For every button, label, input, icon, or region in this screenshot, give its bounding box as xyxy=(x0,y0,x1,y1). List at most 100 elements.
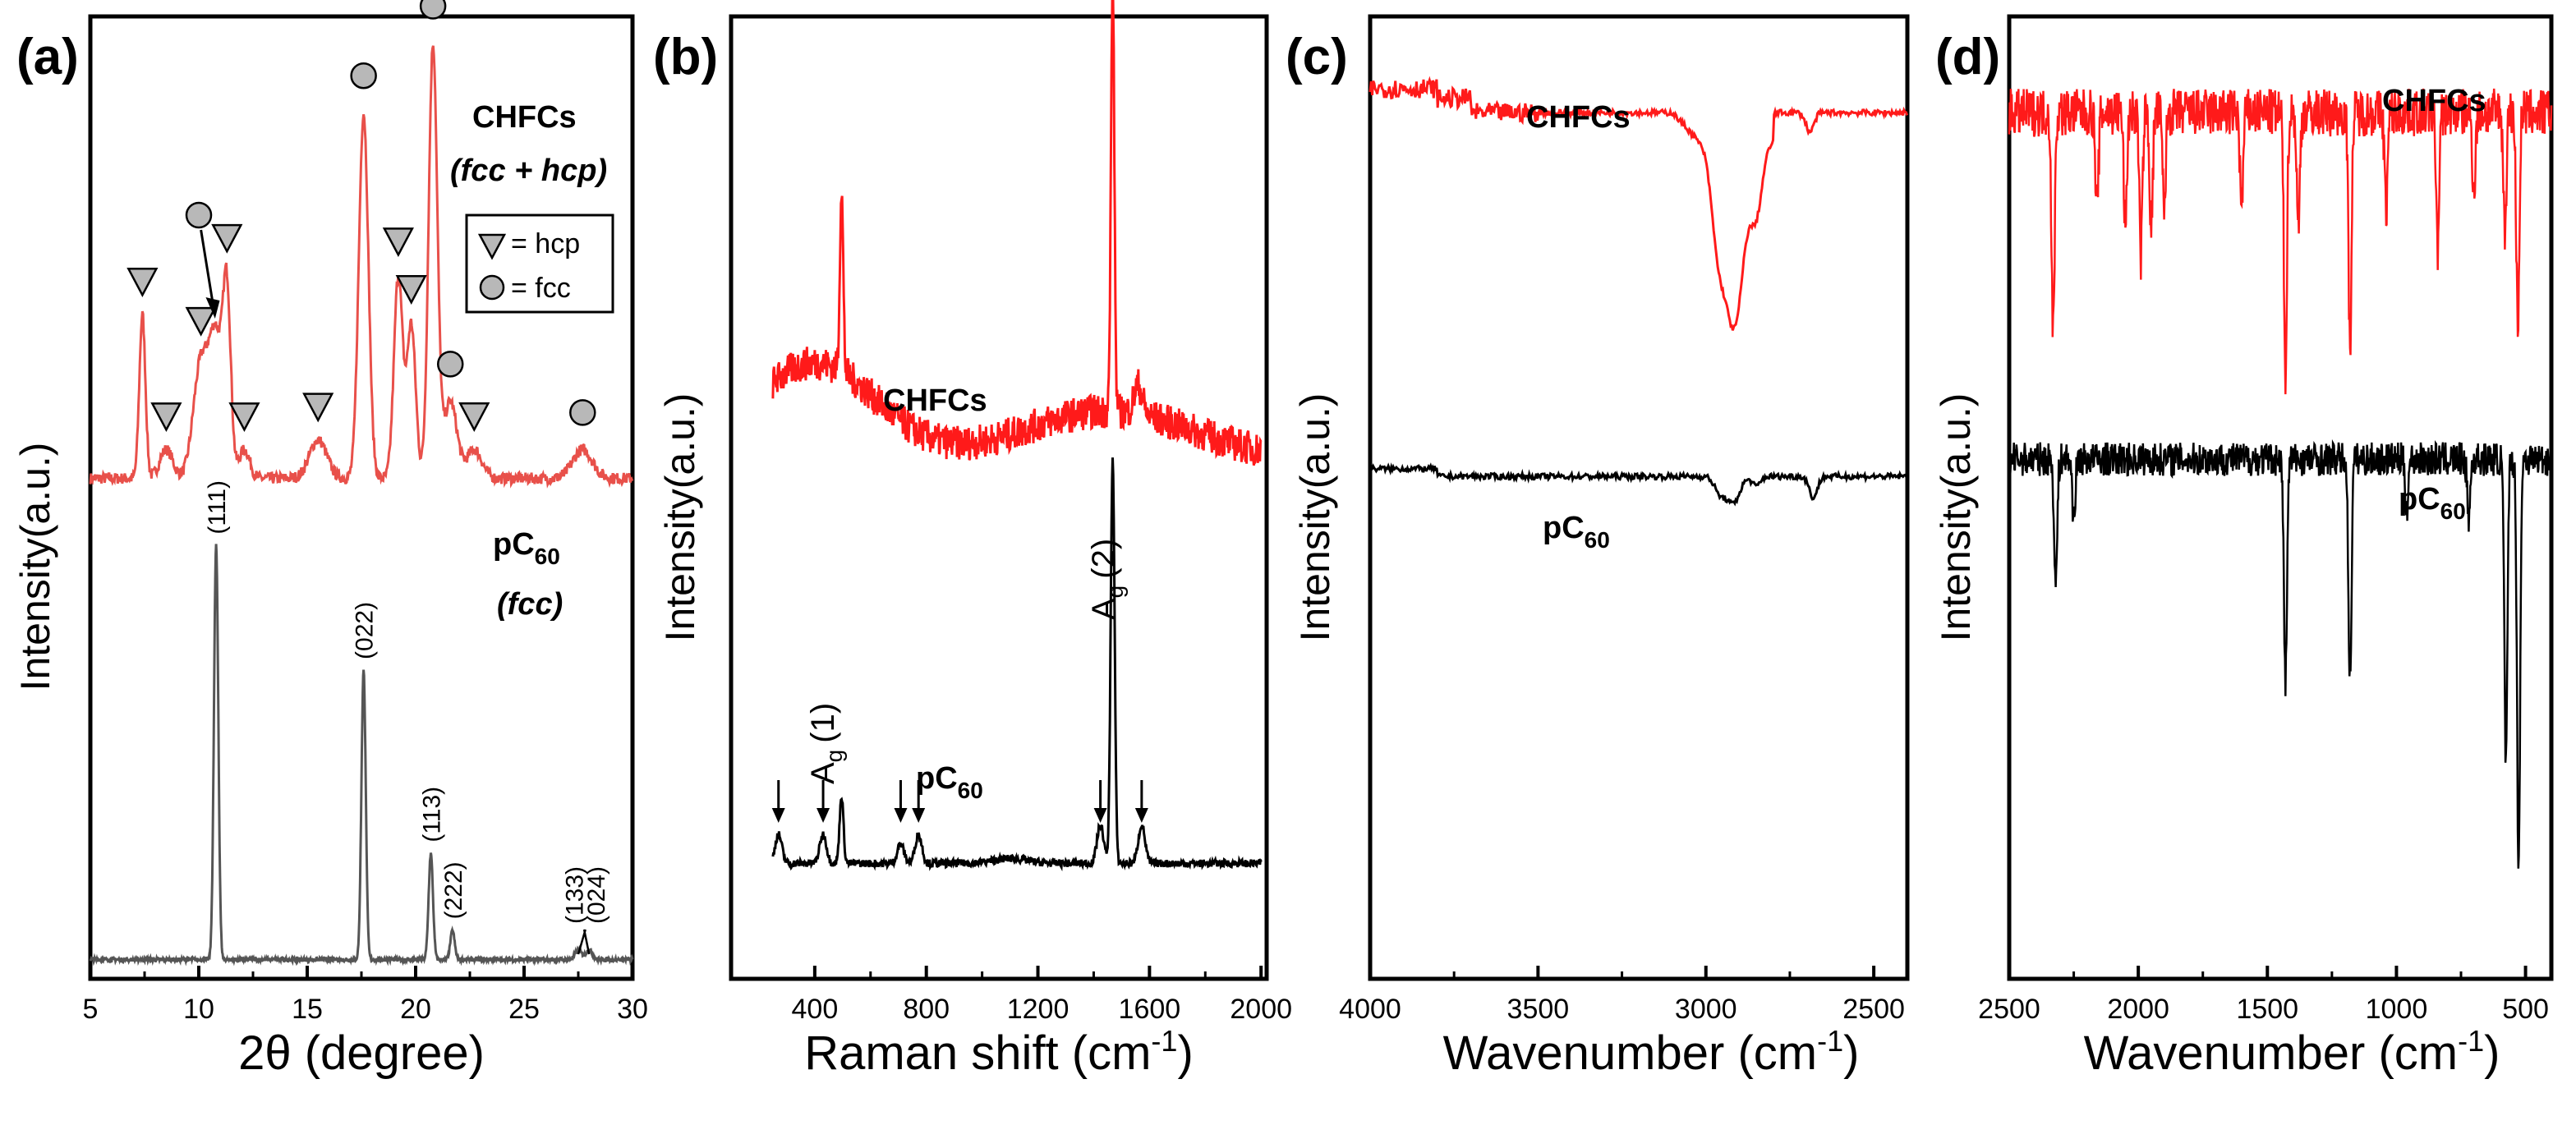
x-tick-label: 1000 xyxy=(2366,994,2428,1025)
panel-b-label-chfcs: CHFCs xyxy=(883,383,987,418)
panel-b: (b) Intensity(a.u.) 400 800 1200 1600 2000 R… xyxy=(653,0,1292,1080)
panel-c-xlabel: Wavenumber (cm-1) xyxy=(1443,1024,1860,1080)
panel-b-xlabel-sup: -1 xyxy=(1151,1024,1177,1058)
series-pc60-raman xyxy=(771,457,1263,872)
x-tick-label: 4000 xyxy=(1339,994,1401,1025)
legend-hcp-triangle-icon xyxy=(477,233,507,260)
panel-c-label-pc-text: pC xyxy=(1543,511,1585,545)
x-tick-label: 800 xyxy=(903,994,950,1025)
panel-a-markers xyxy=(126,0,596,433)
x-tick-label: 1200 xyxy=(1007,994,1070,1025)
raman-arrowhead xyxy=(816,808,830,823)
panel-b-xlabel-text: Raman shift (cm xyxy=(804,1026,1151,1080)
panel-c-label-pc-sub: 60 xyxy=(1585,527,1610,553)
raman-arrowhead xyxy=(894,808,908,823)
panel-c-frame xyxy=(1368,14,1910,981)
x-tick-label: 500 xyxy=(2502,994,2549,1025)
raman-arrowhead xyxy=(912,808,926,823)
panel-c-xticks: 4000 3500 3000 2500 xyxy=(1339,966,1905,1025)
panel-b-frame xyxy=(729,14,1269,981)
hcp-marker xyxy=(126,268,159,297)
panel-a-label-pc: pC60 xyxy=(493,527,560,569)
panel-a: (a) Intensity(a.u.) 5 10 15 20 25 30 (111) (02… xyxy=(12,0,648,1080)
fcc-marker xyxy=(436,351,464,378)
x-tick-label: 25 xyxy=(508,994,540,1025)
legend-hcp-text: = hcp xyxy=(511,228,580,259)
miller-index-label: (133) xyxy=(562,866,589,924)
hcp-marker xyxy=(395,275,427,305)
panel-b-ag2-num: (2) xyxy=(1086,539,1122,579)
miller-arrow xyxy=(582,929,591,955)
panel-d-label-pc-text: pC xyxy=(2399,482,2440,517)
panel-a-miller-indices: (111) (022) (113) (222) (133)(024) xyxy=(204,480,610,955)
panel-b-ag1-num: (1) xyxy=(805,703,841,743)
panel-a-label-pc-text: pC xyxy=(493,527,535,562)
panel-d-frame xyxy=(2007,14,2554,981)
panel-d-label: (d) xyxy=(1935,29,2000,85)
panel-c-label-pc: pC60 xyxy=(1543,511,1610,553)
series-pc60-ftir-high xyxy=(1368,462,1909,507)
series-chfcs-ftir-low xyxy=(2008,88,2553,395)
panel-c-series xyxy=(1368,76,1909,507)
panel-a-xticks: 5 10 15 20 25 30 xyxy=(83,966,648,1025)
x-tick-label: 20 xyxy=(400,994,431,1025)
panel-b-xticks: 400 800 1200 1600 2000 xyxy=(792,966,1292,1025)
x-tick-label: 1600 xyxy=(1119,994,1181,1025)
panel-a-label-fcc-hcp: (fcc + hcp) xyxy=(450,154,607,188)
x-tick-label: 30 xyxy=(617,994,648,1025)
series-chfcs-xrd xyxy=(89,45,634,489)
panel-d-xlabel: Wavenumber (cm-1) xyxy=(2084,1024,2500,1080)
panel-a-label-fcc: (fcc) xyxy=(497,587,563,622)
panel-a-label: (a) xyxy=(16,29,79,85)
x-tick-label: 3000 xyxy=(1675,994,1737,1025)
miller-index-label: (113) xyxy=(418,787,445,843)
panel-b-label: (b) xyxy=(653,29,718,85)
series-pc60-ftir-low xyxy=(2008,439,2553,869)
hcp-marker xyxy=(458,402,490,432)
x-tick-label: 2500 xyxy=(1842,994,1905,1025)
panel-d-ylabel: Intensity(a.u.) xyxy=(1933,393,1979,642)
x-tick-label: 10 xyxy=(183,994,214,1025)
x-tick-label: 400 xyxy=(792,994,839,1025)
raman-arrowhead xyxy=(1093,808,1107,823)
x-tick-label: 2500 xyxy=(1978,994,2040,1025)
panel-c-xlabel-sup: -1 xyxy=(1817,1024,1843,1058)
legend-fcc-circle-icon xyxy=(479,274,505,301)
panel-b-label-pc-sub: 60 xyxy=(958,778,983,803)
panel-b-label-pc: pC60 xyxy=(916,761,983,803)
x-tick-label: 15 xyxy=(292,994,323,1025)
panel-a-xlabel: 2θ (degree) xyxy=(238,1026,485,1080)
miller-index-label: (222) xyxy=(440,861,467,919)
series-pc60-xrd xyxy=(89,544,634,967)
x-tick-label: 5 xyxy=(83,994,99,1025)
panel-a-ylabel: Intensity(a.u.) xyxy=(12,443,58,691)
raman-arrowhead xyxy=(1134,808,1148,823)
fcc-marker xyxy=(350,62,377,90)
panel-b-ag1-label: Ag (1) xyxy=(805,703,847,784)
fcc-arrow xyxy=(200,229,215,311)
panel-d-xlabel-text: Wavenumber (cm xyxy=(2084,1026,2459,1080)
panel-b-ylabel: Intensity(a.u.) xyxy=(657,393,703,642)
panel-c: (c) Intensity(a.u.) 4000 3500 3000 2500 Wav… xyxy=(1286,14,1910,1080)
fcc-marker xyxy=(185,201,213,229)
fcc-marker xyxy=(419,0,447,20)
panel-d: (d) Intensity(a.u.) 2500 2000 1500 1000 500 … xyxy=(1933,14,2554,1080)
panel-b-ag2-g: g xyxy=(1102,585,1128,599)
panel-b-ag2-label: Ag (2) xyxy=(1086,539,1128,620)
x-tick-label: 1500 xyxy=(2236,994,2298,1025)
hcp-marker xyxy=(211,223,243,254)
hcp-marker xyxy=(150,402,182,433)
panel-b-ag1-g: g xyxy=(821,750,847,763)
panel-c-xlabel-text: Wavenumber (cm xyxy=(1443,1026,1818,1080)
fcc-marker xyxy=(569,399,596,426)
panel-d-series xyxy=(2008,88,2553,869)
hcp-marker xyxy=(228,402,260,433)
fcc-arrowhead xyxy=(205,297,220,319)
panel-d-label-pc: pC60 xyxy=(2399,482,2466,524)
panel-a-label-chfcs: CHFCs xyxy=(472,100,577,135)
panel-a-series xyxy=(89,45,634,967)
panel-c-label-chfcs: CHFCs xyxy=(1526,100,1631,135)
series-chfcs-raman xyxy=(771,0,1263,466)
x-tick-label: 3500 xyxy=(1507,994,1570,1025)
